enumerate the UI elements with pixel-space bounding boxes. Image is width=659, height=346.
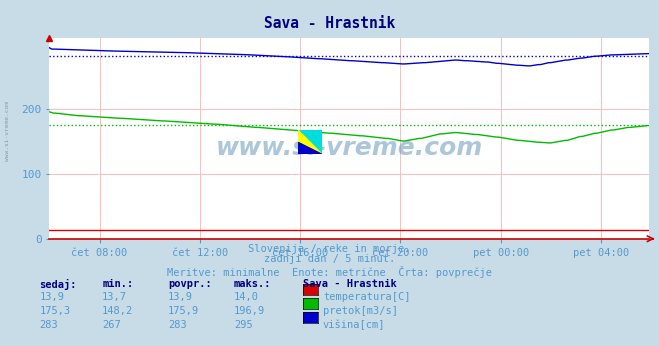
Text: 175,9: 175,9	[168, 306, 199, 316]
Text: zadnji dan / 5 minut.: zadnji dan / 5 minut.	[264, 254, 395, 264]
Text: min.:: min.:	[102, 279, 133, 289]
Text: povpr.:: povpr.:	[168, 279, 212, 289]
Text: višina[cm]: višina[cm]	[323, 320, 386, 330]
Text: sedaj:: sedaj:	[40, 279, 77, 290]
Text: pretok[m3/s]: pretok[m3/s]	[323, 306, 398, 316]
Text: 175,3: 175,3	[40, 306, 71, 316]
Text: 267: 267	[102, 320, 121, 330]
Text: maks.:: maks.:	[234, 279, 272, 289]
Text: 283: 283	[40, 320, 58, 330]
Text: 283: 283	[168, 320, 186, 330]
Text: Meritve: minimalne  Enote: metrične  Črta: povprečje: Meritve: minimalne Enote: metrične Črta:…	[167, 266, 492, 278]
Text: 148,2: 148,2	[102, 306, 133, 316]
Text: 14,0: 14,0	[234, 292, 259, 302]
Text: temperatura[C]: temperatura[C]	[323, 292, 411, 302]
Text: Sava - Hrastnik: Sava - Hrastnik	[264, 16, 395, 30]
Text: 196,9: 196,9	[234, 306, 265, 316]
Text: www.si-vreme.com: www.si-vreme.com	[5, 101, 11, 162]
Text: 13,9: 13,9	[168, 292, 193, 302]
Text: 13,7: 13,7	[102, 292, 127, 302]
Text: www.si-vreme.com: www.si-vreme.com	[215, 136, 483, 161]
Text: 295: 295	[234, 320, 252, 330]
Text: Sava - Hrastnik: Sava - Hrastnik	[303, 279, 397, 289]
Text: Slovenija / reke in morje.: Slovenija / reke in morje.	[248, 244, 411, 254]
Text: 13,9: 13,9	[40, 292, 65, 302]
